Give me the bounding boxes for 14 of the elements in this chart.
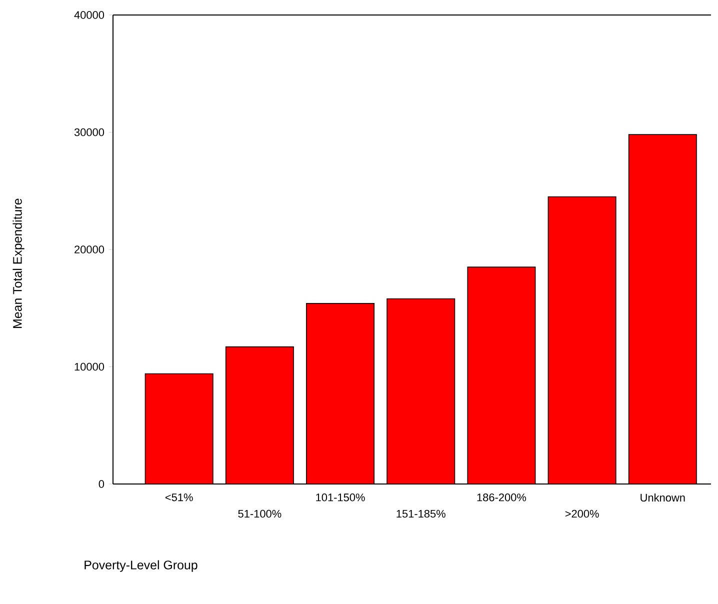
y-tick-label: 10000 — [74, 362, 104, 371]
y-tick-label: 30000 — [74, 128, 104, 136]
y-tick-label: 20000 — [74, 246, 104, 254]
x-tick-label: Unknown — [640, 494, 685, 502]
y-axis-title: Mean Total Expenditure — [12, 198, 24, 328]
x-tick-label: 51-100% — [238, 510, 282, 518]
x-tick-label: >200% — [565, 510, 599, 518]
x-tick-label: 101-150% — [316, 494, 365, 502]
y-tick-label: 40000 — [74, 11, 104, 19]
x-tick-label: <51% — [165, 494, 193, 502]
y-tick-label: 0 — [98, 480, 104, 488]
x-tick-label: 186-200% — [477, 494, 526, 502]
x-tick-label: 151-185% — [396, 510, 446, 518]
x-axis-title: Poverty-Level Group — [84, 560, 198, 572]
